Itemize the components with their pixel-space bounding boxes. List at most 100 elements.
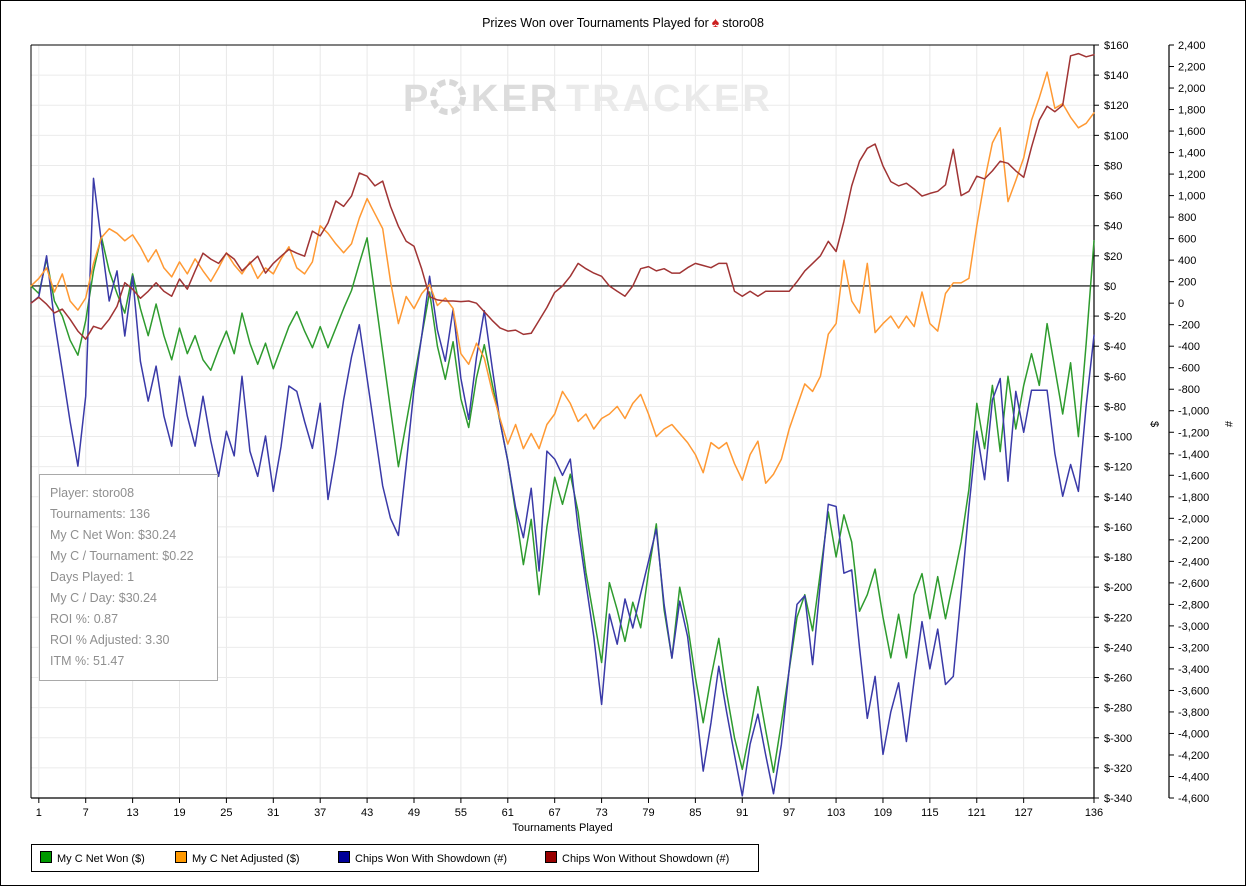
hash-tick-label: -3,800	[1178, 707, 1209, 719]
x-tick-label: 115	[921, 807, 939, 819]
stats-line: ROI % Adjusted: 3.30	[50, 633, 170, 647]
dollar-tick-label: $-240	[1104, 642, 1132, 654]
dollar-tick-label: $60	[1104, 191, 1122, 203]
hash-tick-label: -1,800	[1178, 492, 1209, 504]
dollar-tick-label: $-340	[1104, 793, 1132, 805]
hash-tick-label: -200	[1178, 320, 1200, 332]
stats-line: My C / Day: $30.24	[50, 591, 157, 605]
stats-box: Player: storo08 Tournaments: 136 My C Net …	[39, 474, 218, 681]
dollar-tick-label: $-100	[1104, 432, 1132, 444]
dollar-tick-label: $-200	[1104, 582, 1132, 594]
x-tick-label: 67	[549, 807, 561, 819]
chart-title: Prizes Won over Tournaments Played for ♠ s…	[1, 14, 1245, 30]
legend-label: My C Net Adjusted ($)	[192, 853, 300, 865]
chart-title-player: storo08	[722, 16, 764, 30]
hash-tick-label: -3,400	[1178, 664, 1209, 676]
series-line-my-c-net-won	[30, 235, 1095, 774]
legend-item: My C Net Won ($)	[40, 851, 145, 865]
dollar-tick-label: $160	[1104, 40, 1128, 52]
dollar-tick-label: $-60	[1104, 371, 1126, 383]
watermark-text: TRACKER	[566, 78, 773, 120]
stats-line: My C / Tournament: $0.22	[50, 549, 194, 563]
dollar-tick-label: $-80	[1104, 401, 1126, 413]
x-tick-label: 127	[1014, 807, 1032, 819]
stats-line: Days Played: 1	[50, 570, 135, 584]
dollar-tick-label: $120	[1104, 100, 1128, 112]
series-line-my-c-net-adjusted	[30, 71, 1095, 484]
x-tick-label: 43	[361, 807, 373, 819]
stats-line: Tournaments: 136	[50, 507, 151, 521]
x-tick-label: 79	[642, 807, 654, 819]
hash-tick-label: 2,200	[1178, 62, 1206, 74]
hash-tick-label: 600	[1178, 234, 1196, 246]
hash-tick-label: 400	[1178, 255, 1196, 267]
hash-tick-label: -2,200	[1178, 535, 1209, 547]
hash-tick-label: -2,400	[1178, 556, 1209, 568]
legend-label: Chips Won Without Showdown (#)	[562, 853, 730, 865]
dollar-tick-label: $-320	[1104, 763, 1132, 775]
x-tick-label: 103	[827, 807, 845, 819]
x-axis-title: Tournaments Played	[512, 822, 612, 834]
hash-tick-label: -4,400	[1178, 771, 1209, 783]
legend-label: My C Net Won ($)	[57, 853, 145, 865]
watermark-text: KER	[471, 78, 560, 120]
dollar-tick-label: $140	[1104, 70, 1128, 82]
legend-swatch-icon	[338, 851, 350, 863]
x-tick-label: 91	[736, 807, 748, 819]
hash-tick-label: 800	[1178, 212, 1196, 224]
hash-tick-label: -4,600	[1178, 793, 1209, 805]
legend-swatch-icon	[545, 851, 557, 863]
dollar-tick-label: $-180	[1104, 552, 1132, 564]
x-tick-label: 19	[173, 807, 185, 819]
hash-tick-label: -2,000	[1178, 513, 1209, 525]
legend-item: Chips Won With Showdown (#)	[338, 851, 507, 865]
dollar-tick-label: $-140	[1104, 492, 1132, 504]
hash-tick-label: -1,200	[1178, 427, 1209, 439]
stats-line: ITM %: 51.47	[50, 654, 125, 668]
dollar-tick-label: $80	[1104, 160, 1122, 172]
hash-tick-label: -800	[1178, 384, 1200, 396]
hash-tick-label: -1,400	[1178, 449, 1209, 461]
x-tick-label: 97	[783, 807, 795, 819]
dollar-tick-label: $-300	[1104, 733, 1132, 745]
dollar-tick-label: $-20	[1104, 311, 1126, 323]
red-spade-icon: ♠	[711, 14, 720, 30]
hash-tick-label: 0	[1178, 298, 1184, 310]
legend: My C Net Won ($) My C Net Adjusted ($) Chi…	[31, 844, 759, 872]
x-tick-label: 25	[220, 807, 232, 819]
poker-chip-icon	[430, 79, 466, 115]
hash-tick-label: -2,800	[1178, 599, 1209, 611]
x-tick-label: 136	[1085, 807, 1103, 819]
dollar-tick-label: $40	[1104, 221, 1122, 233]
x-tick-label: 37	[314, 807, 326, 819]
series-line-chips-won-without-showdown	[30, 52, 1095, 340]
pokertracker-watermark: P KER TRACKER	[403, 78, 773, 120]
dollar-tick-label: $-260	[1104, 673, 1132, 685]
dollar-tick-label: $-280	[1104, 703, 1132, 715]
dollar-tick-label: $20	[1104, 251, 1122, 263]
dollar-tick-label: $0	[1104, 281, 1116, 293]
hash-tick-label: -1,000	[1178, 406, 1209, 418]
stats-line: My C Net Won: $30.24	[50, 528, 177, 542]
x-tick-label: 7	[83, 807, 89, 819]
legend-item: My C Net Adjusted ($)	[175, 851, 300, 865]
dollar-tick-label: $-40	[1104, 341, 1126, 353]
series-line-chips-won-with-showdown	[30, 177, 1095, 797]
hash-tick-label: 200	[1178, 277, 1196, 289]
hash-tick-label: 1,600	[1178, 126, 1206, 138]
legend-swatch-icon	[175, 851, 187, 863]
hash-tick-label: 2,400	[1178, 40, 1206, 52]
x-tick-label: 109	[874, 807, 892, 819]
hash-tick-label: -600	[1178, 363, 1200, 375]
hash-tick-label: -1,600	[1178, 470, 1209, 482]
x-tick-label: 31	[267, 807, 279, 819]
hash-tick-label: -3,000	[1178, 621, 1209, 633]
chart-title-text: Prizes Won over Tournaments Played for	[482, 16, 709, 30]
x-tick-label: 121	[968, 807, 986, 819]
hash-tick-label: -3,600	[1178, 685, 1209, 697]
hash-tick-label: -4,000	[1178, 728, 1209, 740]
hash-tick-label: -3,200	[1178, 642, 1209, 654]
legend-item: Chips Won Without Showdown (#)	[545, 851, 729, 865]
